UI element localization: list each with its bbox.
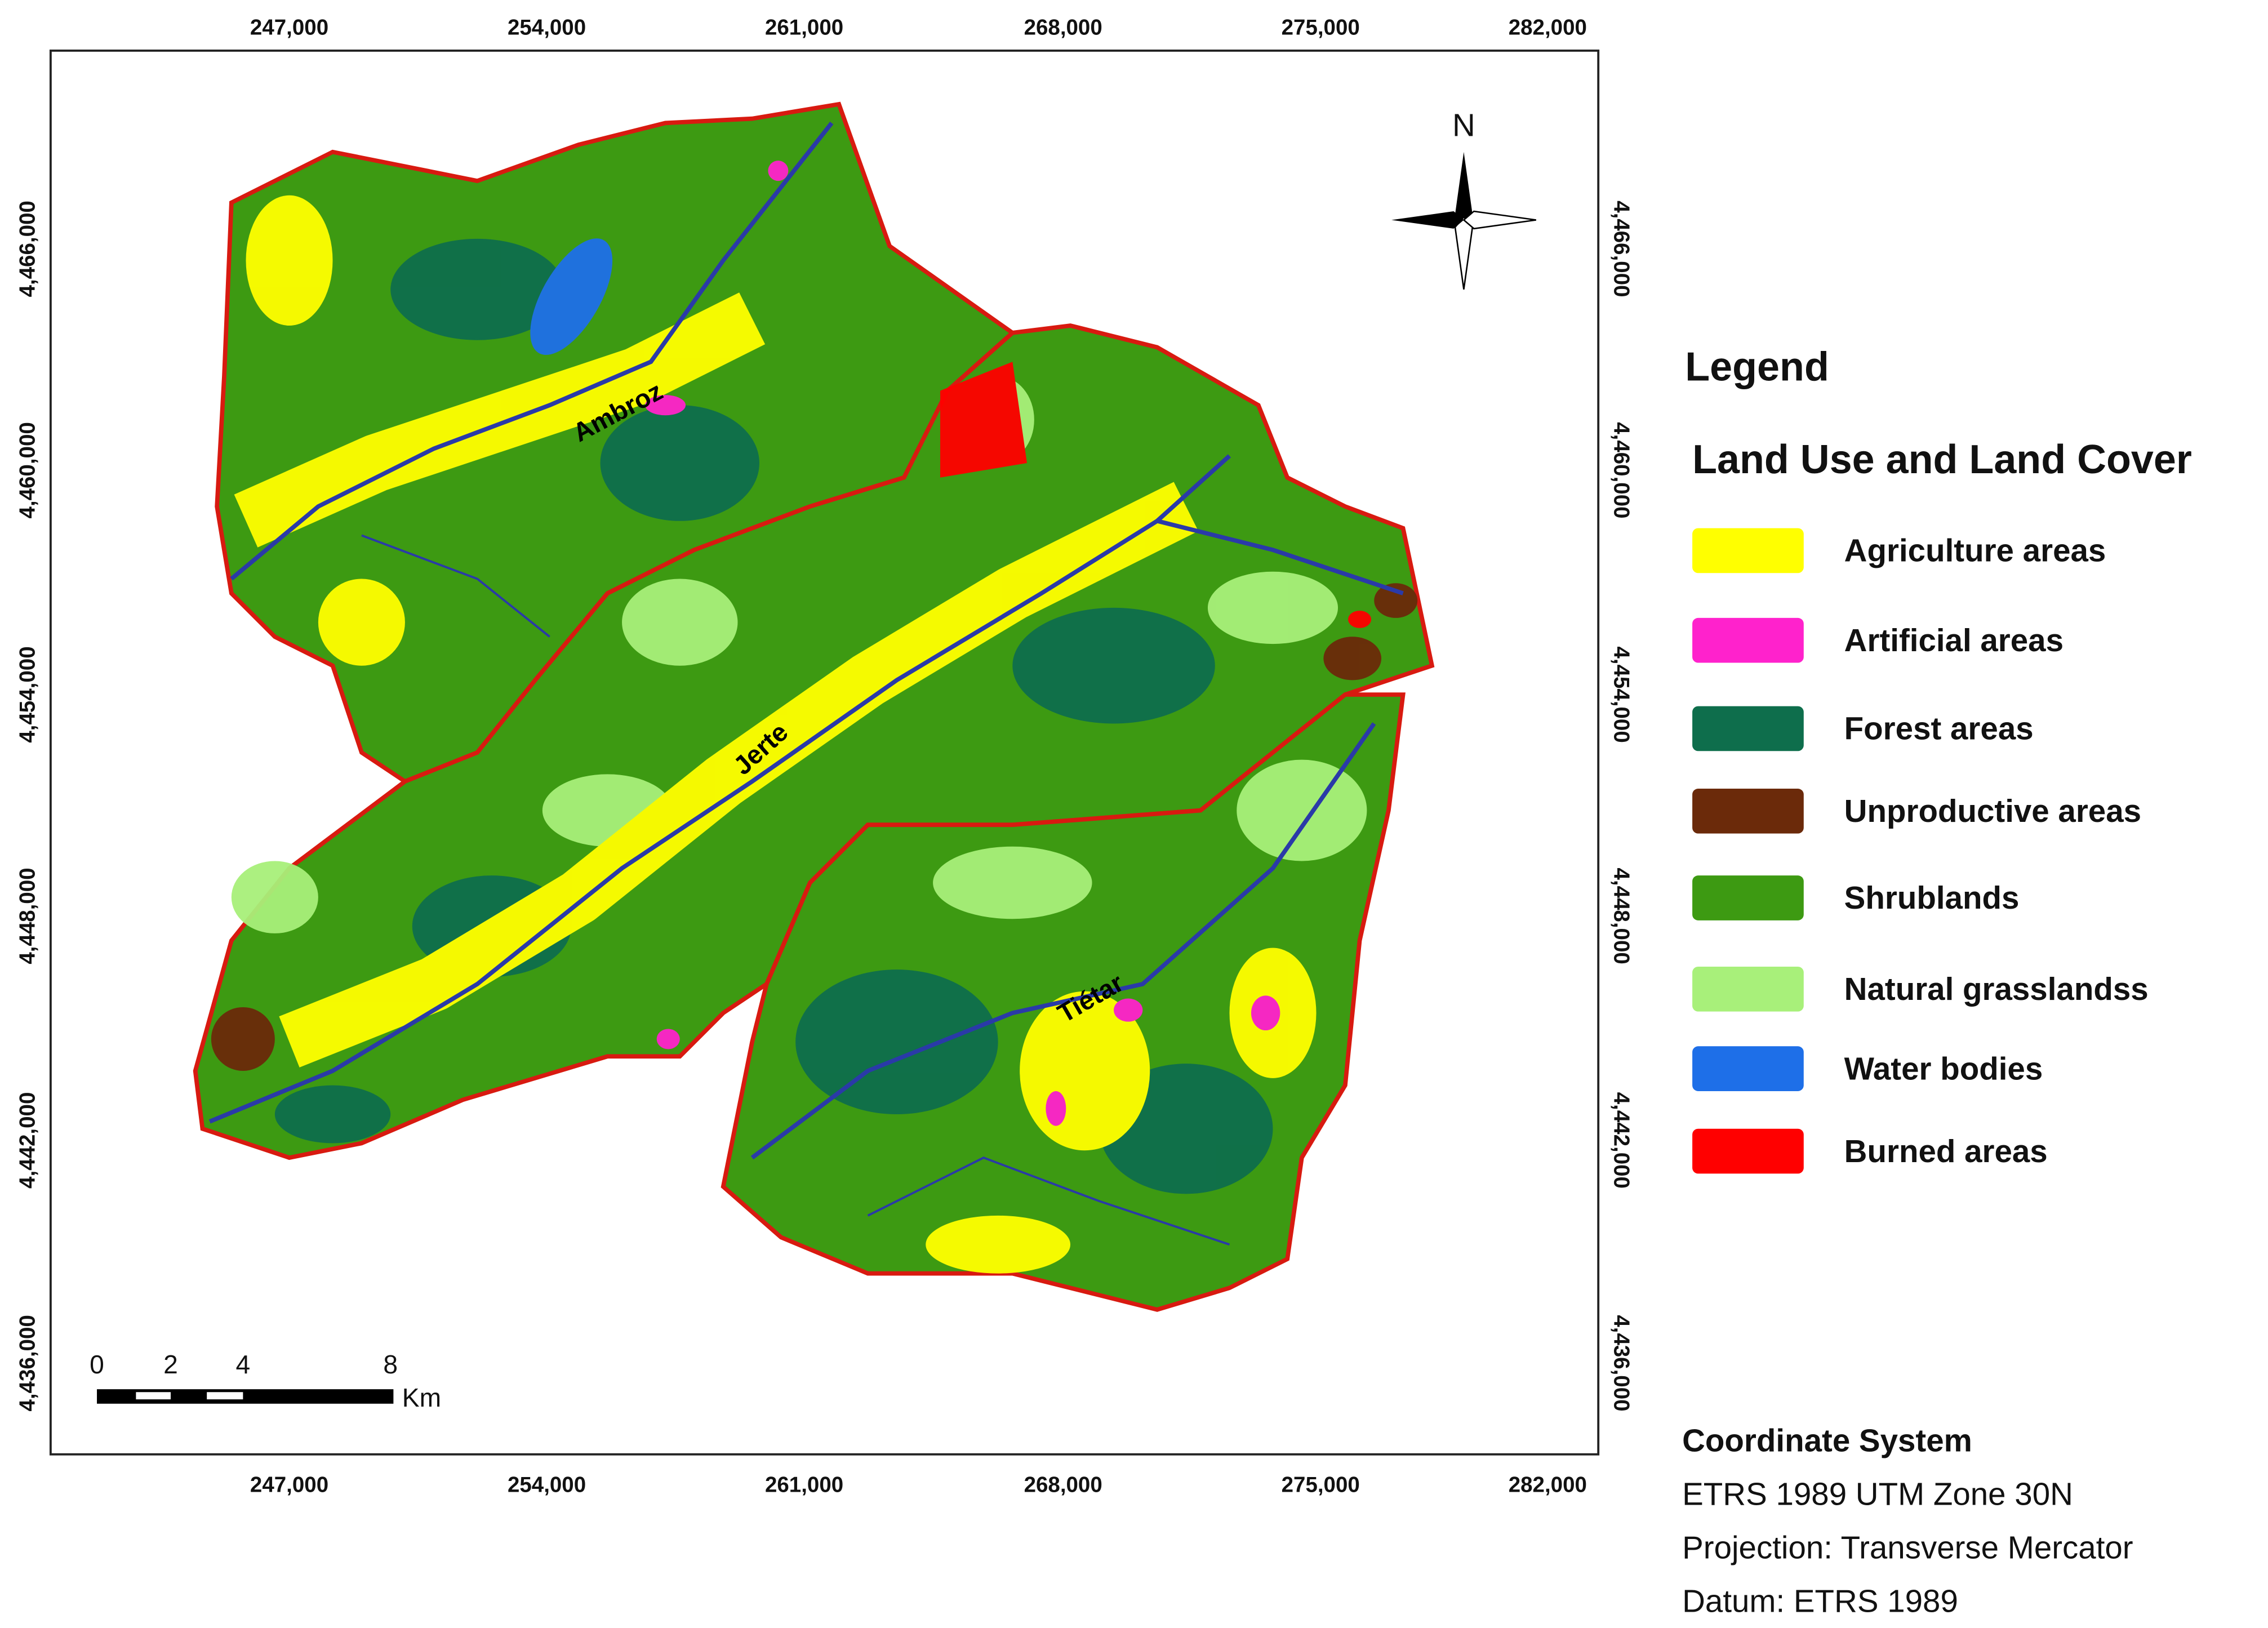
agriculture-patch [926,1215,1071,1274]
top-tick-label: 268,000 [1024,16,1102,40]
left-tick-label: 4,442,000 [16,1092,40,1189]
burned-area [940,362,1027,478]
north-arrow: N [1391,107,1536,290]
legend-swatch [1692,1046,1804,1091]
forest-patch [600,405,759,521]
forest-patch [1012,607,1215,724]
artificial-area [645,395,686,416]
left-tick-label: 4,436,000 [16,1315,40,1411]
rivers [208,121,1404,1246]
legend-label: Artificial areas [1844,622,2064,658]
coordinate-system-line: Datum: ETRS 1989 [1682,1583,1958,1619]
arrow-n [1455,152,1473,225]
legend-label: Burned areas [1844,1133,2048,1169]
right-tick-label: 4,448,000 [1609,868,1633,964]
left-tick-label: 4,454,000 [16,646,40,742]
coordinate-system-title: Coordinate System [1682,1423,1972,1458]
grass-patch [622,579,738,666]
agriculture-strip [279,482,1199,1067]
legend-label: Natural grasslandss [1844,971,2149,1007]
river [750,722,1376,1160]
scale-label: 8 [383,1350,398,1379]
right-tick-label: 4,466,000 [1609,201,1633,297]
grass-patch [1207,571,1338,644]
unproductive-area [1323,637,1382,680]
legend-swatch [1692,706,1804,751]
right-tick-label: 4,460,000 [1609,422,1633,518]
bottom-tick-label: 247,000 [250,1473,328,1497]
burned-area [1348,611,1372,628]
legend-swatch [1692,789,1804,834]
scale-label: 0 [90,1350,104,1379]
bottom-tick-label: 268,000 [1024,1473,1102,1497]
stream [361,534,550,638]
arrow-s [1454,216,1474,290]
legend-swatch [1692,528,1804,573]
unproductive-area [211,1007,275,1071]
top-tick-label: 282,000 [1509,16,1587,40]
legend-label: Unproductive areas [1844,793,2141,829]
top-tick-label: 275,000 [1282,16,1360,40]
artificial-area [1046,1091,1066,1126]
bottom-tick-label: 254,000 [508,1473,586,1497]
bottom-tick-label: 282,000 [1509,1473,1587,1497]
legend-subtitle: Land Use and Land Cover [1692,437,2192,482]
scale-bar-segment [136,1392,171,1400]
right-tick-label: 4,436,000 [1609,1315,1633,1411]
river [230,121,834,581]
north-label: N [1452,107,1475,143]
artificial-area [1114,998,1143,1022]
artificial-area [768,161,789,181]
left-tick-label: 4,466,000 [16,201,40,297]
grass-patch [933,846,1092,919]
grass-patch [1237,759,1367,861]
right-tick-label: 4,442,000 [1609,1092,1633,1189]
agriculture-patch [246,195,333,326]
scale-bar [97,1389,394,1404]
bottom-tick-label: 261,000 [765,1473,843,1497]
coordinate-system-line: Projection: Transverse Mercator [1682,1530,2133,1565]
artificial-area [1251,995,1280,1031]
unproductive-area [1374,583,1418,618]
arrow-w [1391,211,1464,229]
left-tick-label: 4,460,000 [16,422,40,518]
top-tick-label: 254,000 [508,16,586,40]
river [208,454,1231,1124]
legend-swatch [1692,875,1804,920]
top-tick-label: 247,000 [250,16,328,40]
left-tick-label: 4,448,000 [16,868,40,964]
land-cover-patches [211,161,1418,1274]
scale-label: 4 [236,1350,251,1379]
agriculture-patch [318,579,405,666]
legend-label: Shrublands [1844,880,2020,915]
scale-label: 2 [163,1350,178,1379]
scale-bar-segment [207,1392,243,1400]
scale-unit: Km [402,1383,441,1412]
forest-patch [274,1085,391,1144]
bottom-tick-label: 275,000 [1282,1473,1360,1497]
legend-title: Legend [1685,345,1829,390]
legend-swatch [1692,1128,1804,1174]
forest-patch [390,238,564,340]
legend-label: Water bodies [1844,1051,2043,1086]
stream [867,1156,1230,1246]
reservoir [530,238,613,355]
grass-patch [231,861,318,933]
legend-swatch [1692,617,1804,663]
top-tick-label: 261,000 [765,16,843,40]
river [1157,519,1404,595]
artificial-area [656,1029,680,1049]
arrow-e [1462,210,1536,230]
legend-label: Agriculture areas [1844,533,2106,568]
coordinate-system-line: ETRS 1989 UTM Zone 30N [1682,1476,2073,1512]
forest-patch [795,969,998,1115]
legend-label: Forest areas [1844,711,2034,746]
right-tick-label: 4,454,000 [1609,646,1633,742]
legend-swatch [1692,967,1804,1012]
